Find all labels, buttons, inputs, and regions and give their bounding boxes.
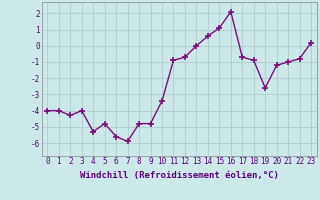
- X-axis label: Windchill (Refroidissement éolien,°C): Windchill (Refroidissement éolien,°C): [80, 171, 279, 180]
